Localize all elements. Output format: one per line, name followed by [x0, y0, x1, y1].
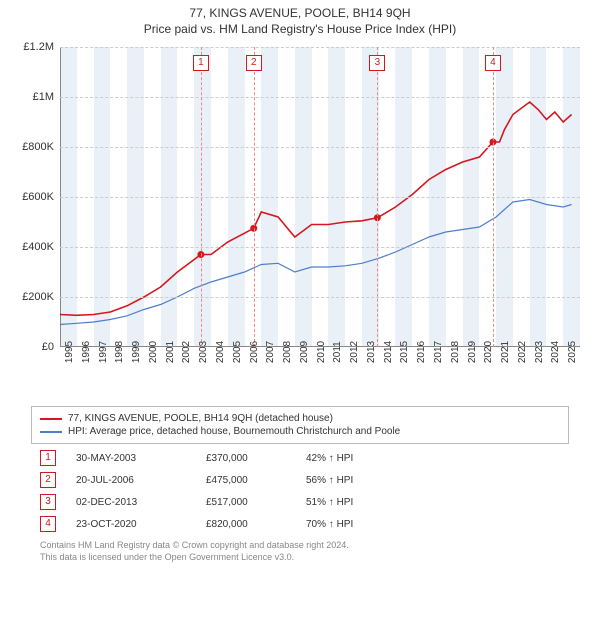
sale-marker-vline — [254, 47, 255, 347]
chart-subtitle: Price paid vs. HM Land Registry's House … — [6, 22, 594, 36]
sale-marker-vline — [493, 47, 494, 347]
x-tick-label: 2025 — [567, 341, 578, 363]
sale-row-marker: 4 — [40, 516, 56, 532]
gridline — [60, 47, 580, 48]
sale-pct-vs-hpi: 42% ↑ HPI — [306, 453, 406, 464]
sale-pct-vs-hpi: 56% ↑ HPI — [306, 475, 406, 486]
sale-price: £517,000 — [206, 497, 286, 508]
x-tick-label: 2012 — [349, 341, 360, 363]
x-tick-label: 2020 — [483, 341, 494, 363]
x-tick-label: 2013 — [366, 341, 377, 363]
y-tick-label: £1M — [10, 91, 58, 103]
x-tick-label: 2018 — [450, 341, 461, 363]
gridline — [60, 197, 580, 198]
legend-label: 77, KINGS AVENUE, POOLE, BH14 9QH (detac… — [68, 413, 333, 424]
legend-label: HPI: Average price, detached house, Bour… — [68, 426, 400, 437]
legend-swatch — [40, 418, 62, 420]
sale-date: 23-OCT-2020 — [76, 519, 186, 530]
sale-row: 2 20-JUL-2006 £475,000 56% ↑ HPI — [40, 472, 560, 488]
sale-row-marker: 2 — [40, 472, 56, 488]
sale-marker-vline — [201, 47, 202, 347]
chart-container: £0 £200K £400K £600K £800K £1M £1.2M 1 2 3 4 1995… — [10, 42, 590, 402]
footer-line: This data is licensed under the Open Gov… — [40, 552, 560, 564]
x-tick-label: 2002 — [181, 341, 192, 363]
legend-item: HPI: Average price, detached house, Bour… — [40, 426, 560, 437]
x-tick-label: 2019 — [467, 341, 478, 363]
sale-price: £820,000 — [206, 519, 286, 530]
x-tick-label: 2000 — [148, 341, 159, 363]
legend-swatch — [40, 431, 62, 433]
series-line — [60, 102, 572, 315]
y-tick-label: £200K — [10, 291, 58, 303]
x-tick-label: 2024 — [550, 341, 561, 363]
sale-price: £475,000 — [206, 475, 286, 486]
x-tick-label: 2009 — [299, 341, 310, 363]
footer-line: Contains HM Land Registry data © Crown c… — [40, 540, 560, 552]
legend: 77, KINGS AVENUE, POOLE, BH14 9QH (detac… — [31, 406, 569, 444]
x-tick-label: 2021 — [500, 341, 511, 363]
sale-marker-box: 3 — [369, 55, 385, 71]
chart-title: 77, KINGS AVENUE, POOLE, BH14 9QH — [6, 6, 594, 20]
y-tick-label: £0 — [10, 341, 58, 353]
x-tick-label: 1997 — [98, 341, 109, 363]
gridline — [60, 297, 580, 298]
x-tick-label: 2006 — [249, 341, 260, 363]
y-tick-label: £800K — [10, 141, 58, 153]
sale-row: 1 30-MAY-2003 £370,000 42% ↑ HPI — [40, 450, 560, 466]
sale-price: £370,000 — [206, 453, 286, 464]
x-tick-label: 2016 — [416, 341, 427, 363]
y-tick-label: £400K — [10, 241, 58, 253]
sale-date: 02-DEC-2013 — [76, 497, 186, 508]
x-tick-label: 2015 — [399, 341, 410, 363]
x-tick-label: 2017 — [433, 341, 444, 363]
sale-pct-vs-hpi: 51% ↑ HPI — [306, 497, 406, 508]
x-tick-label: 2007 — [265, 341, 276, 363]
sale-row: 3 02-DEC-2013 £517,000 51% ↑ HPI — [40, 494, 560, 510]
sale-pct-vs-hpi: 70% ↑ HPI — [306, 519, 406, 530]
x-tick-label: 1999 — [131, 341, 142, 363]
series-line — [60, 200, 572, 325]
plot-area: 1 2 3 4 — [60, 47, 580, 347]
x-tick-label: 2004 — [215, 341, 226, 363]
sale-row-marker: 3 — [40, 494, 56, 510]
x-tick-label: 2008 — [282, 341, 293, 363]
y-tick-label: £600K — [10, 191, 58, 203]
gridline — [60, 247, 580, 248]
gridline — [60, 97, 580, 98]
sale-row-marker: 1 — [40, 450, 56, 466]
x-tick-label: 2001 — [165, 341, 176, 363]
x-tick-label: 2010 — [316, 341, 327, 363]
sale-marker-box: 4 — [485, 55, 501, 71]
x-tick-label: 2003 — [198, 341, 209, 363]
sale-marker-box: 2 — [246, 55, 262, 71]
x-tick-label: 2022 — [517, 341, 528, 363]
x-tick-label: 2023 — [534, 341, 545, 363]
x-tick-label: 2005 — [232, 341, 243, 363]
gridline — [60, 147, 580, 148]
x-tick-label: 1998 — [114, 341, 125, 363]
sales-table: 1 30-MAY-2003 £370,000 42% ↑ HPI 2 20-JUL-200… — [40, 450, 560, 532]
sale-date: 30-MAY-2003 — [76, 453, 186, 464]
sale-marker-box: 1 — [193, 55, 209, 71]
sale-marker-vline — [377, 47, 378, 347]
x-tick-label: 2014 — [383, 341, 394, 363]
y-tick-label: £1.2M — [10, 41, 58, 53]
legend-item: 77, KINGS AVENUE, POOLE, BH14 9QH (detac… — [40, 413, 560, 424]
x-tick-label: 1996 — [81, 341, 92, 363]
x-tick-label: 2011 — [332, 341, 343, 363]
x-tick-label: 1995 — [64, 341, 75, 363]
footer-attribution: Contains HM Land Registry data © Crown c… — [40, 540, 560, 563]
sale-date: 20-JUL-2006 — [76, 475, 186, 486]
sale-row: 4 23-OCT-2020 £820,000 70% ↑ HPI — [40, 516, 560, 532]
